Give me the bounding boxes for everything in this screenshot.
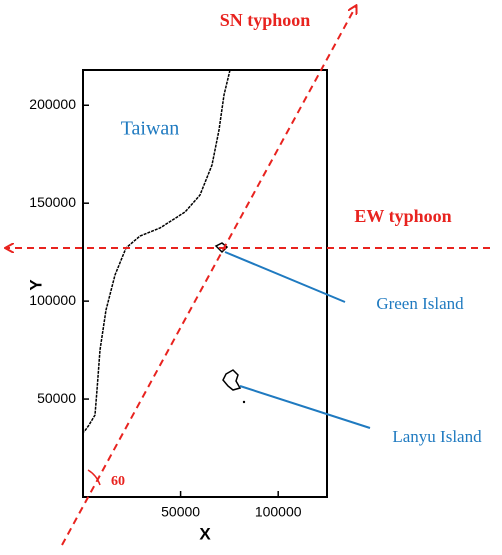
green-pointer: [224, 251, 346, 303]
lanyu-island-shape: [222, 369, 242, 391]
land-label: Taiwan: [121, 118, 180, 140]
y-axis-label: Y: [26, 279, 45, 291]
sn-label: SN typhoon: [220, 10, 311, 30]
taiwan-coastline: [83, 69, 231, 433]
x-tick-label: 100000: [255, 504, 302, 520]
lanyu-pointer: [239, 385, 371, 429]
islet: [242, 400, 246, 404]
ew-label: EW typhoon: [354, 206, 451, 226]
green-label: Green Island: [376, 294, 464, 313]
y-tick-label: 50000: [37, 390, 76, 406]
y-tick-label: 150000: [29, 194, 76, 210]
green-island-shape: [214, 242, 229, 254]
y-tick-label: 200000: [29, 96, 76, 112]
x-tick-label: 50000: [161, 504, 200, 520]
sn-track: [61, 6, 356, 546]
plot-frame: [82, 69, 328, 498]
angle-label: 60: [111, 474, 125, 489]
lanyu-label: Lanyu Island: [392, 427, 482, 446]
x-axis-label: X: [199, 524, 211, 543]
y-tick-label: 100000: [29, 292, 76, 308]
angle-arc: [87, 469, 101, 486]
